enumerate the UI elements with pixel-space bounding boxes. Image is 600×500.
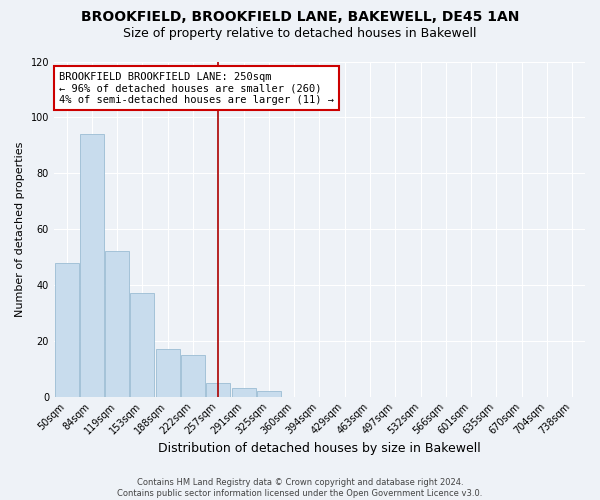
Bar bbox=[206, 382, 230, 396]
Bar bbox=[105, 252, 129, 396]
Text: BROOKFIELD, BROOKFIELD LANE, BAKEWELL, DE45 1AN: BROOKFIELD, BROOKFIELD LANE, BAKEWELL, D… bbox=[81, 10, 519, 24]
Y-axis label: Number of detached properties: Number of detached properties bbox=[15, 142, 25, 316]
Bar bbox=[232, 388, 256, 396]
Bar bbox=[156, 349, 180, 397]
Text: Size of property relative to detached houses in Bakewell: Size of property relative to detached ho… bbox=[123, 28, 477, 40]
Text: BROOKFIELD BROOKFIELD LANE: 250sqm
← 96% of detached houses are smaller (260)
4%: BROOKFIELD BROOKFIELD LANE: 250sqm ← 96%… bbox=[59, 72, 334, 105]
Bar bbox=[257, 391, 281, 396]
Bar bbox=[55, 262, 79, 396]
Bar bbox=[130, 294, 154, 397]
X-axis label: Distribution of detached houses by size in Bakewell: Distribution of detached houses by size … bbox=[158, 442, 481, 455]
Bar bbox=[80, 134, 104, 396]
Bar bbox=[181, 354, 205, 397]
Text: Contains HM Land Registry data © Crown copyright and database right 2024.
Contai: Contains HM Land Registry data © Crown c… bbox=[118, 478, 482, 498]
